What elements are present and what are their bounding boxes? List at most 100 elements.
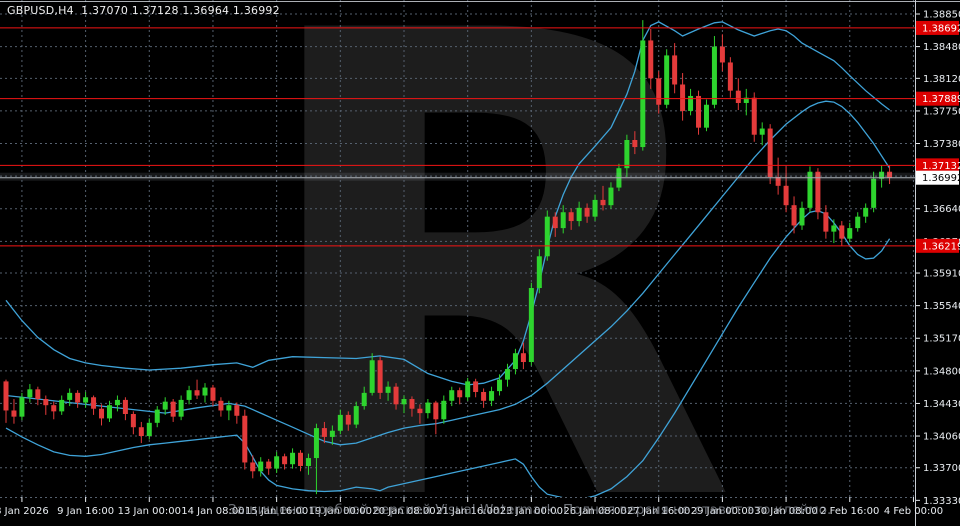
candle-body — [274, 456, 280, 469]
candle-bullish — [847, 222, 853, 243]
candle-bullish — [186, 385, 192, 405]
candle-bearish — [99, 404, 105, 426]
candle-bearish — [600, 185, 606, 211]
x-axis-label: 9 Jan 16:00 — [57, 506, 114, 517]
candle-bearish — [298, 450, 304, 472]
candle-body — [441, 400, 447, 420]
candle-bearish — [170, 399, 176, 422]
candle-body — [401, 399, 407, 405]
candle-bearish — [783, 166, 789, 213]
candle-bullish — [807, 166, 813, 213]
candle-bearish — [735, 78, 741, 111]
candle-bearish — [672, 43, 678, 94]
candle-bearish — [473, 378, 479, 398]
x-axis-label: 21 Jan 16:00 — [436, 506, 499, 517]
candle-bullish — [258, 457, 264, 477]
candle-bearish — [130, 411, 136, 435]
candle-body — [305, 458, 311, 466]
y-axis-label: 1.33700 — [923, 463, 960, 474]
y-axis-label: 1.34060 — [923, 432, 960, 443]
y-axis-label: 1.37750 — [923, 106, 960, 117]
candle-body — [743, 97, 749, 103]
candle-body — [369, 360, 375, 393]
level-badge-bg — [916, 238, 959, 253]
candle-bearish — [242, 409, 248, 470]
candle-body — [385, 386, 391, 393]
y-axis[interactable]: 1.38850 1.38480 1.38120 1.37750 1.37380 1.366… — [916, 10, 960, 507]
candle-body — [266, 461, 272, 469]
candle-body — [210, 387, 216, 401]
candle-bullish — [855, 212, 861, 232]
candle-bullish — [871, 171, 877, 213]
candle-bearish — [11, 399, 17, 424]
y-axis-label: 1.33330 — [923, 496, 960, 507]
bollinger-lower-band — [5, 209, 891, 501]
x-axis-strip — [0, 497, 915, 526]
candle-bullish — [592, 194, 598, 222]
candle-bullish — [290, 448, 296, 469]
candle-body — [871, 178, 877, 208]
price-level-badge: 1.38692 — [916, 20, 960, 35]
candle-body — [536, 256, 542, 289]
candle-bullish — [59, 395, 65, 415]
candle-body — [544, 216, 550, 257]
candle-bullish — [154, 406, 160, 428]
y-axis-label: 1.35910 — [923, 269, 960, 280]
candle-bearish — [568, 208, 574, 230]
candle-bearish — [234, 402, 240, 424]
candle-body — [656, 78, 662, 105]
candles-layer — [3, 20, 893, 495]
candle-bullish — [274, 451, 280, 474]
candle-bearish — [656, 71, 662, 114]
candle-body — [130, 414, 136, 428]
candle-body — [99, 408, 105, 419]
candle-bearish — [345, 411, 351, 431]
watermark-text: Защищено пробной версией Visual Watermar… — [228, 502, 832, 518]
y-axis-label: 1.34800 — [923, 366, 960, 377]
candle-bullish — [441, 395, 447, 424]
candle-bearish — [433, 400, 439, 435]
candle-bullish — [879, 165, 885, 188]
candle-body — [154, 409, 160, 423]
candle-bearish — [194, 379, 200, 400]
candle-body — [409, 399, 415, 409]
x-axis-label: 14 Jan 08:00 — [181, 506, 244, 517]
candle-bearish — [393, 383, 399, 410]
candle-bullish — [664, 49, 670, 109]
candle-body — [91, 397, 97, 409]
candle-body — [298, 452, 304, 466]
candle-bearish — [35, 386, 41, 406]
candle-body — [783, 185, 789, 206]
candle-body — [560, 212, 566, 229]
candle-bearish — [632, 131, 638, 155]
candle-body — [3, 381, 9, 411]
x-axis[interactable]: 8 Jan 2026 9 Jan 16:00 13 Jan 00:00 14 Jan … — [0, 497, 943, 526]
candle-body — [815, 171, 821, 213]
level-badge-bg — [916, 20, 959, 35]
candle-bearish — [791, 196, 797, 234]
candle-body — [552, 216, 558, 229]
candle-bullish — [83, 391, 89, 408]
candle-bearish — [51, 401, 57, 420]
candle-bullish — [576, 201, 582, 227]
candle-body — [11, 410, 17, 417]
candle-body — [59, 399, 65, 412]
candle-body — [672, 55, 678, 85]
candle-body — [202, 387, 208, 396]
candle-body — [504, 369, 510, 380]
candle-body — [321, 428, 327, 437]
candle-body — [767, 128, 773, 178]
candle-bearish — [457, 387, 463, 405]
candle-bullish — [528, 282, 534, 366]
candle-bullish — [560, 205, 566, 234]
candle-body — [727, 62, 733, 91]
candle-bullish — [536, 249, 542, 294]
candle-bearish — [122, 397, 128, 421]
candle-bullish — [425, 399, 431, 419]
candle-bearish — [775, 157, 781, 195]
candle-bullish — [608, 182, 614, 209]
y-axis-label: 1.38850 — [923, 10, 960, 21]
candle-body — [839, 225, 845, 239]
candle-body — [162, 401, 168, 410]
